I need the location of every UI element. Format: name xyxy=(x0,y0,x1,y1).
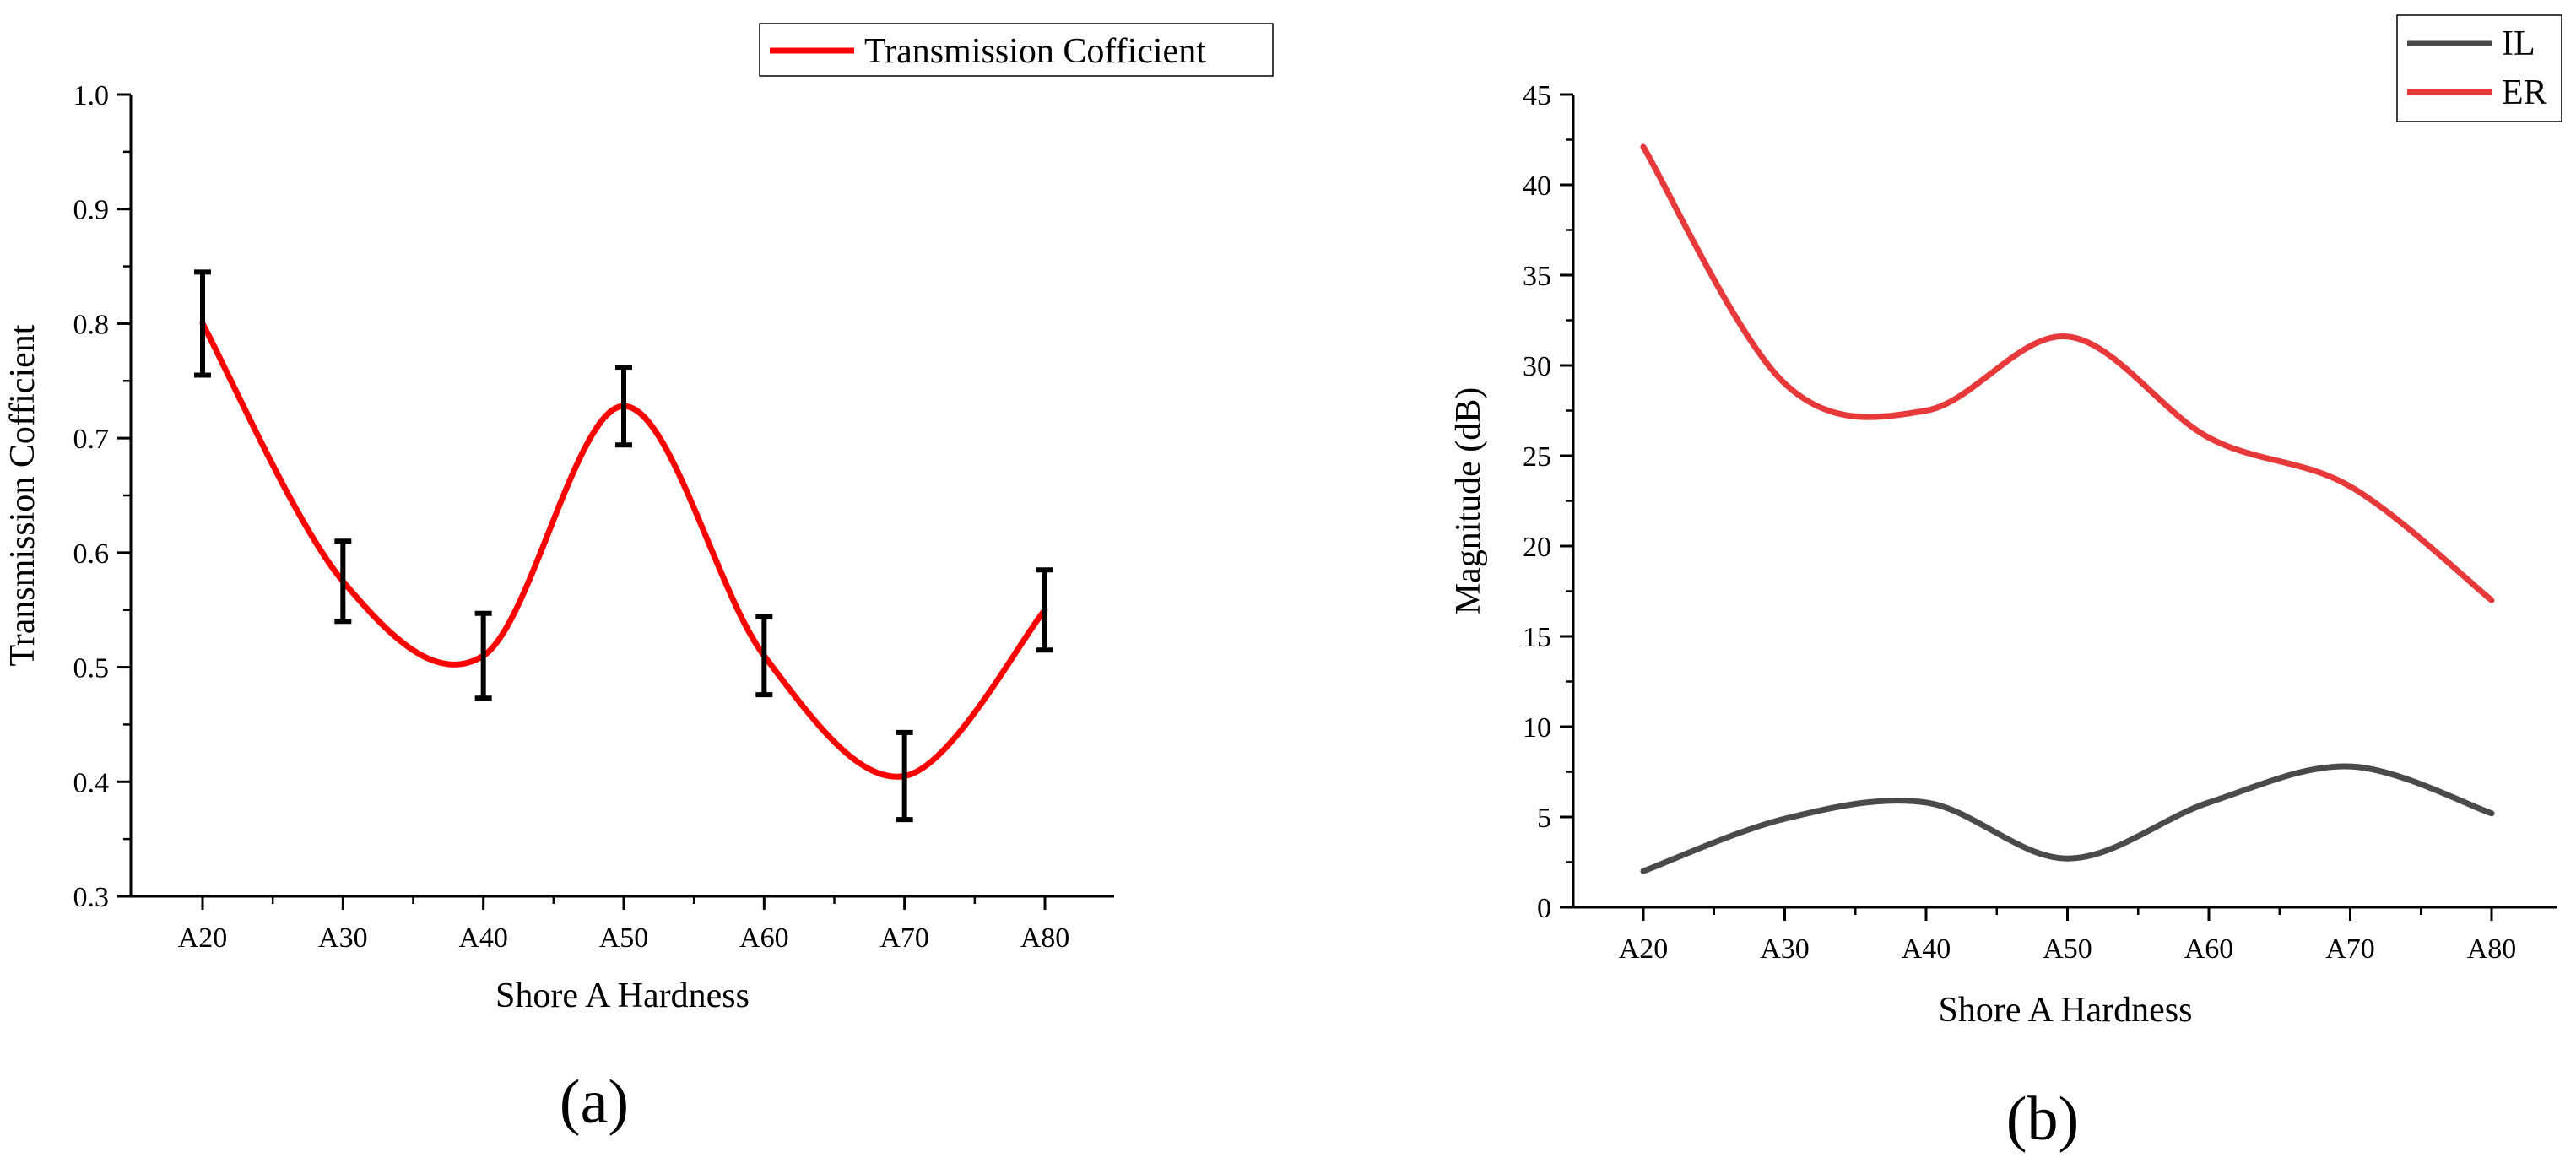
x-tick-label: A50 xyxy=(599,922,649,954)
y-tick-label: 30 xyxy=(1523,351,1551,382)
panel-label: (b) xyxy=(2006,1085,2079,1154)
legend-label: IL xyxy=(2502,24,2535,63)
y-tick-label: 0.6 xyxy=(73,538,110,570)
x-tick-label: A50 xyxy=(2043,933,2092,965)
y-tick-label: 10 xyxy=(1523,712,1551,744)
y-axis-title: Transmission Cofficient xyxy=(3,324,42,666)
x-tick-label: A30 xyxy=(318,922,368,954)
chart-panel-a: 0.3 0.4 0.5 0.6 0.7 0.8 0.9 1.0 A20 A30 A40 A50 A60 A… xyxy=(3,23,1274,1137)
x-tick-label: A60 xyxy=(739,922,789,954)
y-tick-label: 0.8 xyxy=(73,309,110,340)
y-tick-label: 1.0 xyxy=(73,80,110,111)
chart-panel-b: 0 5 10 15 20 25 30 35 40 45 A20 A30 A40 A50 A60 A70 A80 S… xyxy=(1449,14,2562,1154)
x-tick-label: A60 xyxy=(2184,933,2234,965)
y-tick-label: 0.9 xyxy=(73,195,110,226)
y-tick-label: 15 xyxy=(1523,622,1551,653)
y-tick-label: 20 xyxy=(1523,532,1551,563)
y-tick-label: 45 xyxy=(1523,80,1551,111)
x-tick-label: A70 xyxy=(879,922,929,954)
x-tick-label: A70 xyxy=(2325,933,2375,965)
series-line-er xyxy=(1640,143,2495,603)
x-axis-title: Shore A Hardness xyxy=(495,976,750,1015)
x-tick-label: A40 xyxy=(1902,933,1951,965)
y-tick-label: 0.3 xyxy=(73,882,110,913)
x-tick-label: A20 xyxy=(1619,933,1669,965)
y-tick-label: 35 xyxy=(1523,261,1551,292)
y-tick-label: 40 xyxy=(1523,170,1551,202)
x-tick-label: A40 xyxy=(458,922,508,954)
x-tick-label: A80 xyxy=(2467,933,2517,965)
y-axis-title: Magnitude (dB) xyxy=(1449,387,1488,614)
y-tick-label: 0.4 xyxy=(73,767,110,798)
x-tick-label: A80 xyxy=(1020,922,1070,954)
x-tick-label: A20 xyxy=(178,922,228,954)
y-tick-label: 0.7 xyxy=(73,424,110,455)
legend-label: Transmission Cofficient xyxy=(864,32,1206,71)
x-tick-label: A30 xyxy=(1760,933,1810,965)
series-line-il xyxy=(1640,763,2495,874)
y-tick-label: 0.5 xyxy=(73,653,110,684)
y-tick-label: 5 xyxy=(1537,803,1551,834)
legend-box xyxy=(2396,14,2562,122)
y-tick-label: 0 xyxy=(1537,893,1551,924)
panel-label: (a) xyxy=(560,1068,629,1137)
x-axis-title: Shore A Hardness xyxy=(1939,991,2193,1030)
legend-label: ER xyxy=(2502,73,2547,112)
y-tick-label: 25 xyxy=(1523,441,1551,473)
